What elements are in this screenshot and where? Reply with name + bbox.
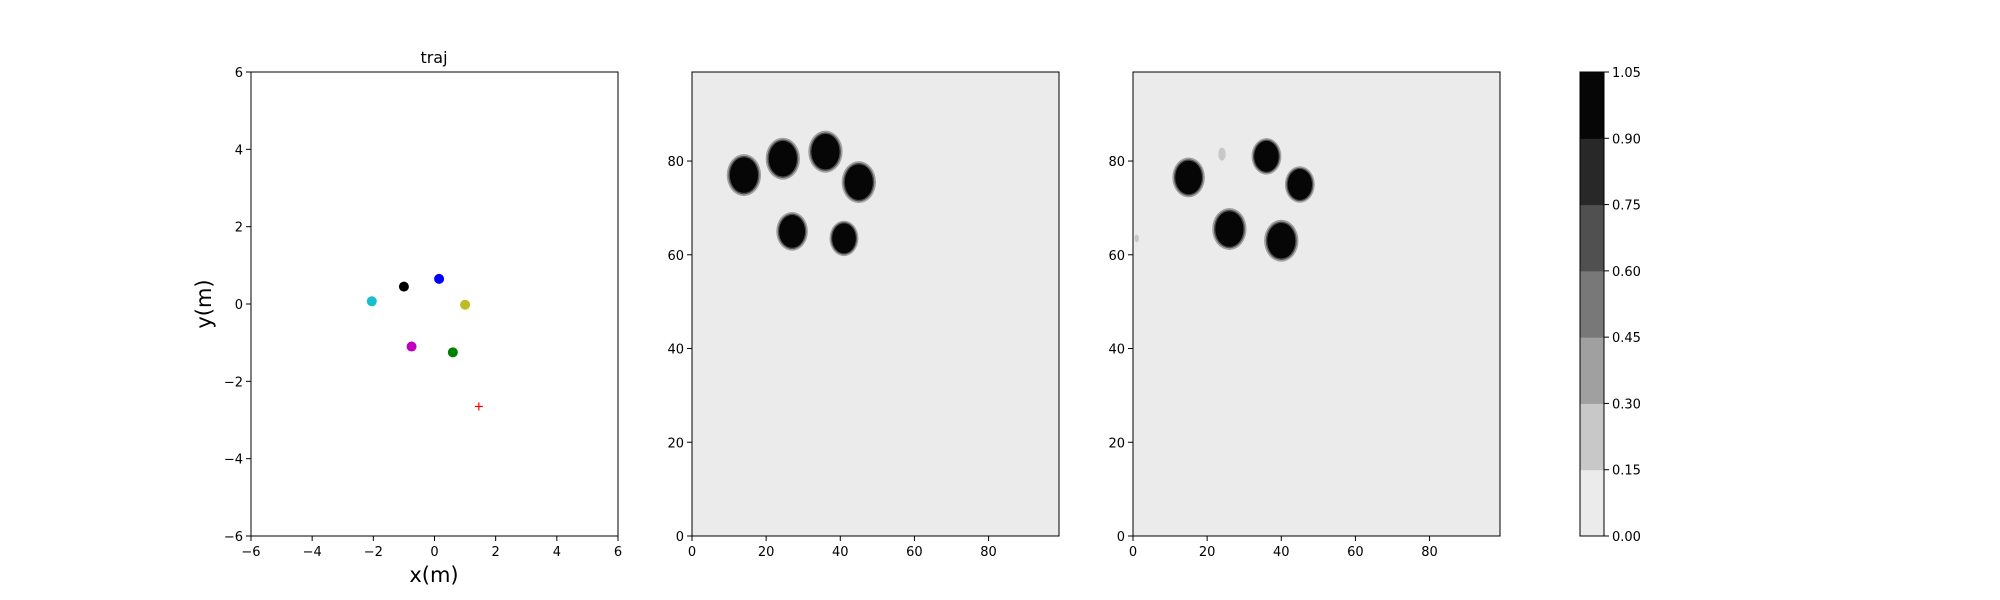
y-axis-label: y(m) (192, 279, 216, 328)
y-tick-label: 20 (667, 436, 684, 451)
x-tick-label: 40 (1273, 545, 1290, 560)
y-tick-label: 0 (676, 530, 684, 545)
x-tick-label: 80 (1421, 545, 1438, 560)
x-tick-label: 80 (980, 545, 997, 560)
x-tick-label: 4 (553, 545, 561, 560)
y-axis-ticks: −6 −4 −2 0 2 4 6 (224, 66, 251, 545)
y-tick-label: 80 (1108, 155, 1125, 170)
colorbar-segment (1580, 337, 1604, 404)
agent-point (460, 299, 471, 310)
agent-point (398, 281, 409, 292)
x-tick-label: 20 (758, 545, 775, 560)
heatmap-background (1133, 72, 1500, 536)
scatter-points (366, 273, 483, 411)
x-tick-label: −6 (241, 545, 260, 560)
heatmap-blob (1172, 157, 1205, 198)
colorbar-tick-label: 0.15 (1612, 464, 1641, 479)
plot-area (251, 72, 618, 536)
y-tick-label: −6 (224, 530, 243, 545)
colorbar-tick-label: 1.05 (1612, 66, 1641, 81)
y-tick-label: −2 (224, 375, 243, 390)
y-tick-label: 20 (1108, 436, 1125, 451)
heatmap-background (692, 72, 1059, 536)
agent-point (447, 347, 458, 358)
heatmap-blob (1251, 138, 1282, 175)
colorbar-frame (1579, 71, 1605, 537)
plot-frame (250, 71, 619, 537)
colorbar-tick-label: 0.75 (1612, 199, 1641, 214)
x-tick-label: 0 (1129, 545, 1137, 560)
colorbar-segment (1580, 270, 1604, 338)
x-tick-label: 0 (430, 545, 438, 560)
heatmap-blob (1212, 207, 1247, 251)
y-tick-label: −4 (224, 453, 243, 468)
colorbar-tick-label: 0.00 (1612, 530, 1641, 545)
x-tick-label: 0 (688, 545, 696, 560)
heatmap-blob (726, 154, 762, 197)
x-tick-label: 20 (1199, 545, 1216, 560)
y-tick-label: 60 (667, 249, 684, 264)
colorbar-tick-label: 0.45 (1612, 331, 1641, 346)
y-tick-label: 6 (235, 66, 243, 81)
x-tick-label: 2 (492, 545, 500, 560)
x-tick-label: 60 (1347, 545, 1364, 560)
x-tick-label: 60 (906, 545, 923, 560)
colorbar-tick-label: 0.30 (1612, 397, 1641, 412)
heatmap-blob (841, 161, 877, 204)
colorbar-segment (1580, 469, 1604, 537)
y-tick-label: 40 (1108, 343, 1125, 358)
agent-point (434, 273, 445, 284)
colorbar-segment (1580, 204, 1604, 272)
heatmap-blob (1284, 166, 1315, 203)
plot-frame (1132, 71, 1501, 537)
heatmap-blob (808, 130, 843, 173)
y-tick-label: 60 (1108, 249, 1125, 264)
y-tick-label: 4 (235, 143, 243, 158)
x-axis-label: x(m) (409, 563, 458, 587)
heatmap-blob (765, 137, 801, 180)
heatmap-panel-1: 0 20 40 60 80 0 20 40 60 80 (667, 71, 1060, 560)
y-tick-label: 80 (667, 155, 684, 170)
y-tick-label: 2 (235, 221, 243, 236)
x-tick-label: −4 (303, 545, 322, 560)
trajectory-panel: traj −6 −4 −2 0 2 4 6 −6 −4 −2 0 2 4 6 x(m) y(m) (192, 48, 622, 587)
heatmap-blob (776, 211, 808, 251)
agent-point (366, 296, 377, 307)
heatmap-blob (1134, 234, 1139, 243)
x-tick-label: 6 (614, 545, 622, 560)
y-tick-label: 0 (1117, 530, 1125, 545)
x-tick-label: −2 (364, 545, 383, 560)
heatmap-blob (1218, 147, 1226, 161)
heatmap-panel-2: 0 20 40 60 80 0 20 40 60 80 (1108, 71, 1501, 560)
colorbar-segment (1580, 403, 1604, 471)
agent-point (406, 341, 417, 352)
y-tick-label: 40 (667, 343, 684, 358)
colorbar: 0.00 0.15 0.30 0.45 0.60 0.75 0.90 1.05 (1579, 66, 1641, 545)
heatmap-blob (829, 220, 859, 257)
colorbar-tick-label: 0.90 (1612, 132, 1641, 147)
colorbar-segment (1580, 138, 1604, 206)
chart-title: traj (420, 48, 447, 67)
goal-marker (474, 402, 483, 411)
x-axis-ticks: −6 −4 −2 0 2 4 6 (241, 536, 622, 560)
y-tick-label: 0 (235, 298, 243, 313)
plot-frame (691, 71, 1060, 537)
x-tick-label: 40 (832, 545, 849, 560)
colorbar-segment (1580, 72, 1604, 139)
heatmap-blob (1264, 219, 1299, 262)
colorbar-tick-label: 0.60 (1612, 265, 1641, 280)
